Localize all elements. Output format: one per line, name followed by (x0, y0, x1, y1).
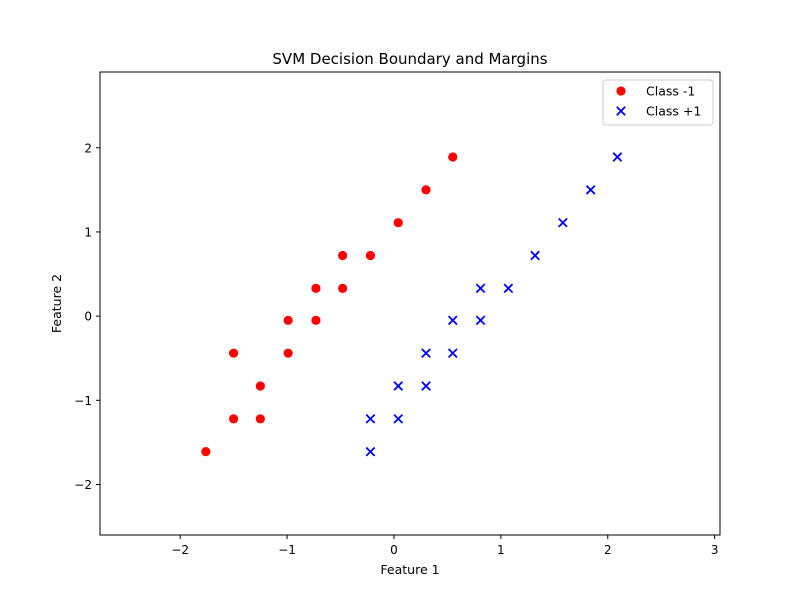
x-tick-label: 2 (604, 543, 612, 557)
x-tick-label: 1 (497, 543, 505, 557)
legend-box (602, 79, 714, 126)
y-tick-label: 0 (84, 310, 92, 324)
data-point-x (558, 217, 568, 228)
y-axis: −2 −1 0 1 2 (74, 141, 100, 492)
x-tick-label: 0 (390, 543, 398, 557)
legend: Class -1 Class +1 (602, 79, 714, 126)
data-point-circle (421, 185, 431, 195)
data-point-circle (201, 447, 211, 457)
x-axis-label: Feature 1 (380, 562, 439, 577)
legend-label: Class -1 (646, 84, 695, 99)
data-point-circle (311, 283, 321, 293)
y-tick-label: −1 (74, 394, 92, 408)
chart-title: SVM Decision Boundary and Margins (272, 50, 547, 68)
x-tick-label: −2 (171, 543, 189, 557)
data-point-x (585, 185, 596, 195)
x-tick-label: −1 (278, 543, 296, 557)
y-tick-label: −2 (74, 478, 92, 492)
x-axis: −2 −1 0 1 2 3 (171, 535, 718, 557)
data-point-circle (311, 315, 321, 325)
data-point-x (421, 381, 431, 391)
data-point-circle (229, 348, 239, 358)
plot-area (201, 152, 623, 457)
data-point-circle (448, 152, 458, 162)
data-point-circle (255, 414, 265, 424)
series-2 (365, 152, 623, 457)
plot-frame (99, 71, 721, 536)
data-point-x (447, 348, 458, 359)
data-point-x (612, 152, 623, 162)
data-point-circle (229, 414, 239, 424)
data-point-x (421, 348, 431, 359)
data-point-x (475, 283, 486, 294)
data-point-x (503, 283, 514, 294)
series-1 (201, 152, 458, 457)
legend-entry: Class -1 (616, 84, 695, 99)
data-point-x (530, 250, 540, 261)
data-point-x (393, 381, 404, 391)
legend-label: Class +1 (646, 104, 701, 119)
data-point-x (475, 315, 486, 326)
data-point-x (365, 413, 376, 424)
data-point-x (365, 446, 376, 457)
data-point-x (447, 315, 458, 326)
legend-entry: Class +1 (616, 104, 701, 119)
data-point-circle (338, 283, 348, 293)
data-point-circle (283, 348, 293, 358)
data-point-circle (283, 315, 293, 325)
y-axis-label: Feature 2 (49, 274, 64, 333)
x-tick-label: 3 (711, 543, 719, 557)
y-tick-label: 1 (84, 225, 92, 239)
data-point-circle (393, 218, 403, 228)
data-point-circle (338, 250, 348, 261)
y-tick-label: 2 (84, 141, 92, 155)
legend-marker-x (616, 106, 626, 116)
data-point-circle (255, 381, 265, 391)
data-point-circle (365, 250, 376, 261)
data-point-x (393, 413, 404, 424)
legend-marker-circle (616, 86, 626, 96)
